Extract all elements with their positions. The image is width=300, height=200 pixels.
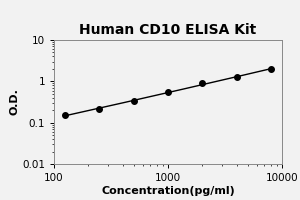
Y-axis label: O.D.: O.D. bbox=[9, 89, 19, 115]
X-axis label: Concentration(pg/ml): Concentration(pg/ml) bbox=[101, 186, 235, 196]
Title: Human CD10 ELISA Kit: Human CD10 ELISA Kit bbox=[80, 23, 256, 37]
